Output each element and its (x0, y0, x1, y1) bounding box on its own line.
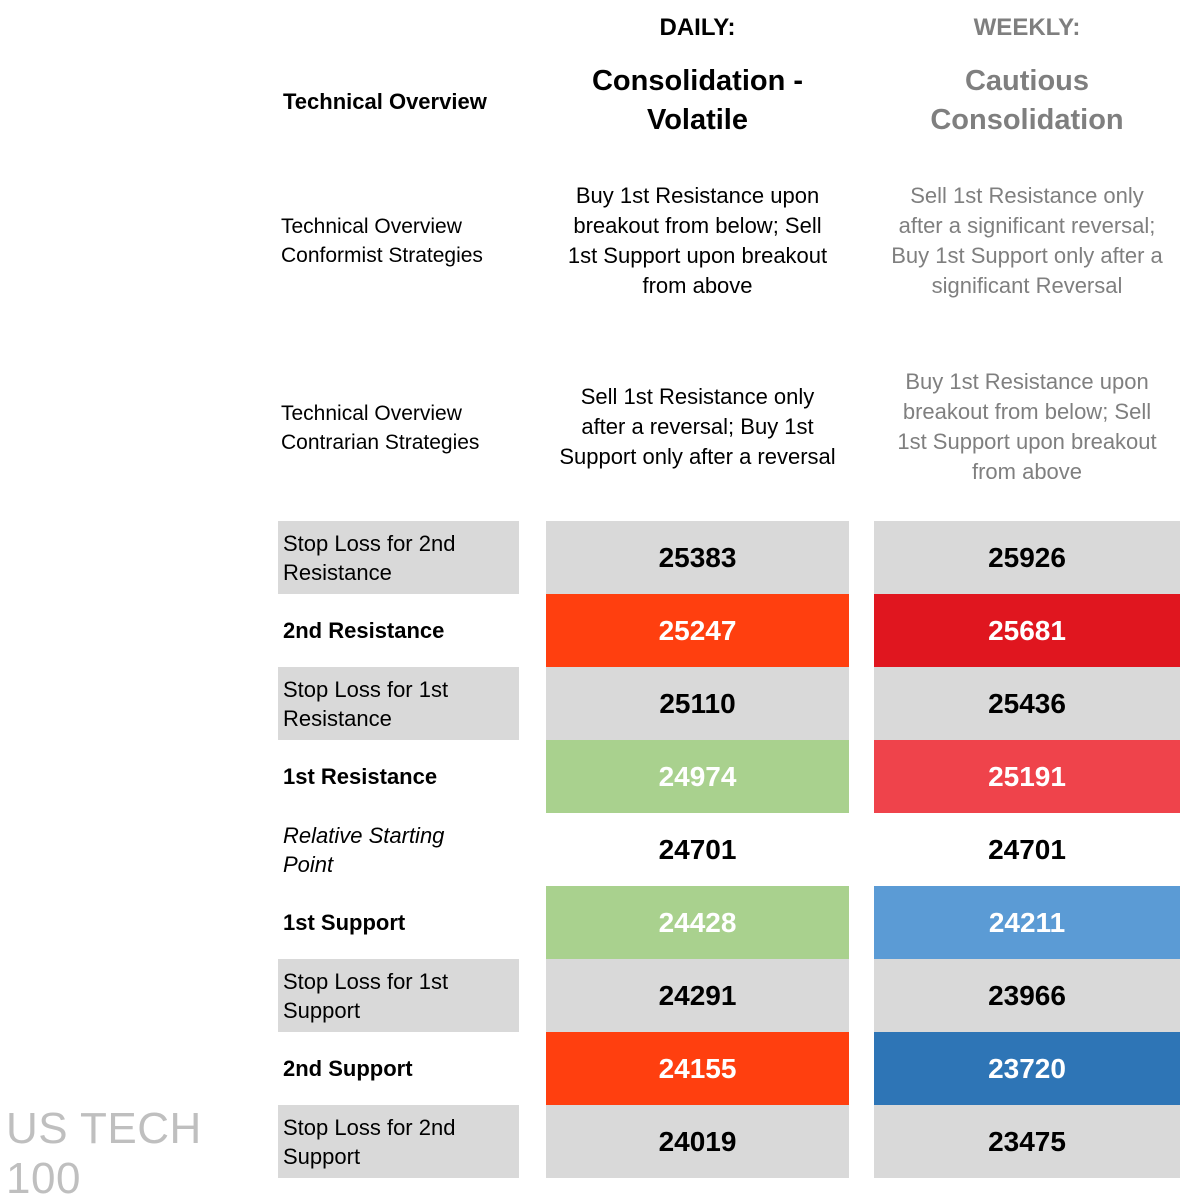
conformist-label-line1: Technical Overview (281, 215, 462, 238)
weekly-value-2nd-support: 23720 (874, 1032, 1180, 1105)
level-label-1st-resistance: 1st Resistance (283, 764, 438, 789)
contrarian-weekly-line: 1st Support upon breakout (897, 429, 1157, 454)
daily-value-stop-loss-1st-support: 24291 (546, 959, 849, 1032)
weekly-value-stop-loss-2nd-resistance: 25926 (874, 521, 1180, 594)
level-label-line1: Stop Loss for 2nd (283, 1114, 456, 1140)
level-label-line2: Resistance (283, 705, 392, 731)
conformist-daily-text: Buy 1st Resistance upon breakout from be… (546, 181, 849, 303)
weekly-value-stop-loss-2nd-support: 23475 (874, 1105, 1180, 1178)
daily-overview-title-line2: Volatile (647, 104, 748, 136)
technical-overview-label: Technical Overview (283, 89, 487, 114)
conformist-daily-line: Buy 1st Resistance upon (575, 183, 820, 208)
level-label-line2: Support (283, 1143, 361, 1169)
weekly-overview-title-line2: Consolidation (930, 104, 1124, 136)
level-label-stop-loss-1st-support: Stop Loss for 1st Support (278, 959, 519, 1032)
level-label-line1: Relative Starting (283, 822, 445, 848)
conformist-weekly-line: significant Reversal (931, 273, 1123, 298)
conformist-weekly-line: after a significant reversal; (898, 213, 1156, 238)
level-label-line1: Stop Loss for 1st (283, 676, 449, 702)
level-label-2nd-support: 2nd Support (283, 1056, 413, 1081)
level-label-line1: Stop Loss for 2nd (283, 530, 456, 556)
conformist-label-line2: Conformist Strategies (281, 244, 483, 267)
contrarian-label-line2: Contrarian Strategies (281, 431, 480, 454)
conformist-daily-line: breakout from below; Sell (573, 213, 822, 238)
conformist-weekly-line: Buy 1st Support only after a (891, 243, 1163, 268)
daily-overview-title: Consolidation - Volatile (546, 62, 849, 142)
weekly-value-2nd-resistance: 25681 (874, 594, 1180, 667)
weekly-value-1st-resistance: 25191 (874, 740, 1180, 813)
weekly-value-stop-loss-1st-support: 23966 (874, 959, 1180, 1032)
weekly-overview-title-line1: Cautious (964, 65, 1090, 97)
conformist-daily-line: 1st Support upon breakout (567, 243, 828, 268)
contrarian-daily-line: after a reversal; Buy 1st (581, 414, 814, 439)
weekly-value-1st-support: 24211 (874, 886, 1180, 959)
weekly-overview-title: Cautious Consolidation (874, 62, 1180, 142)
contrarian-weekly-line: from above (971, 459, 1083, 484)
level-label-line2: Point (283, 851, 334, 877)
daily-heading: DAILY: (659, 14, 736, 41)
contrarian-daily-line: Support only after a reversal (559, 444, 836, 469)
conformist-strategies-label: Technical Overview Conformist Strategies (281, 212, 531, 272)
level-label-line2: Support (283, 997, 361, 1023)
level-label-line2: Resistance (283, 559, 392, 585)
daily-value-relative-starting-point: 24701 (546, 813, 849, 886)
watermark-text: US TECH 100 (6, 1104, 202, 1203)
conformist-daily-line: from above (642, 273, 753, 298)
contrarian-weekly-line: breakout from below; Sell (902, 399, 1152, 424)
level-label-stop-loss-2nd-support: Stop Loss for 2nd Support (278, 1105, 519, 1178)
contrarian-label-line1: Technical Overview (281, 402, 462, 425)
level-label-line1: Stop Loss for 1st (283, 968, 449, 994)
daily-value-1st-support: 24428 (546, 886, 849, 959)
daily-value-stop-loss-2nd-support: 24019 (546, 1105, 849, 1178)
weekly-heading: WEEKLY: (973, 14, 1081, 41)
level-label-2nd-resistance: 2nd Resistance (283, 618, 445, 643)
contrarian-weekly-line: Buy 1st Resistance upon (905, 369, 1149, 394)
level-label-1st-support: 1st Support (283, 910, 406, 935)
daily-overview-title-line1: Consolidation - (591, 65, 804, 97)
weekly-value-stop-loss-1st-resistance: 25436 (874, 667, 1180, 740)
contrarian-strategies-label: Technical Overview Contrarian Strategies (281, 399, 531, 459)
daily-value-1st-resistance: 24974 (546, 740, 849, 813)
contrarian-daily-text: Sell 1st Resistance only after a reversa… (546, 382, 849, 474)
conformist-weekly-line: Sell 1st Resistance only (910, 183, 1144, 208)
daily-value-2nd-resistance: 25247 (546, 594, 849, 667)
contrarian-daily-line: Sell 1st Resistance only (580, 384, 815, 409)
contrarian-weekly-text: Buy 1st Resistance upon breakout from be… (874, 367, 1180, 489)
level-label-stop-loss-2nd-resistance: Stop Loss for 2nd Resistance (278, 521, 519, 594)
weekly-value-relative-starting-point: 24701 (874, 813, 1180, 886)
daily-value-stop-loss-1st-resistance: 25110 (546, 667, 849, 740)
daily-value-stop-loss-2nd-resistance: 25383 (546, 521, 849, 594)
level-label-relative-starting-point: Relative Starting Point (278, 813, 519, 886)
level-label-stop-loss-1st-resistance: Stop Loss for 1st Resistance (278, 667, 519, 740)
daily-value-2nd-support: 24155 (546, 1032, 849, 1105)
conformist-weekly-text: Sell 1st Resistance only after a signifi… (874, 181, 1180, 303)
